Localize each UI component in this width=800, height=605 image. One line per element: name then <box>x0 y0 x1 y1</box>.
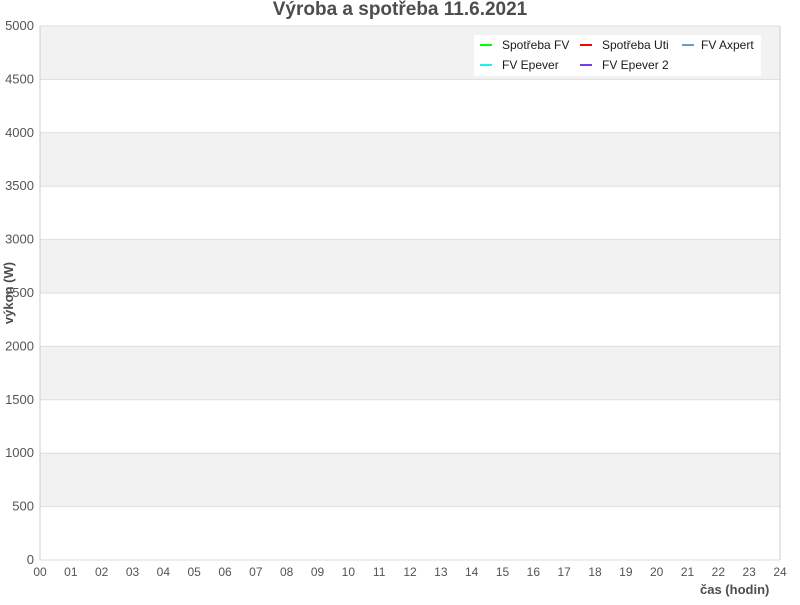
svg-text:01: 01 <box>64 565 78 579</box>
svg-text:20: 20 <box>650 565 664 579</box>
svg-text:12: 12 <box>403 565 417 579</box>
svg-text:3500: 3500 <box>5 178 34 193</box>
svg-text:15: 15 <box>496 565 510 579</box>
svg-text:1500: 1500 <box>5 392 34 407</box>
svg-text:05: 05 <box>187 565 201 579</box>
svg-text:výkon (W): výkon (W) <box>1 262 16 324</box>
svg-text:4000: 4000 <box>5 125 34 140</box>
svg-text:3000: 3000 <box>5 232 34 247</box>
svg-text:5000: 5000 <box>5 18 34 33</box>
svg-text:2000: 2000 <box>5 338 34 353</box>
svg-text:02: 02 <box>95 565 109 579</box>
svg-text:11: 11 <box>373 565 386 579</box>
svg-text:500: 500 <box>12 499 34 514</box>
svg-text:10: 10 <box>342 565 356 579</box>
svg-text:23: 23 <box>742 565 756 579</box>
svg-text:18: 18 <box>588 565 602 579</box>
svg-text:21: 21 <box>681 565 695 579</box>
svg-text:07: 07 <box>249 565 263 579</box>
svg-text:08: 08 <box>280 565 294 579</box>
svg-text:24: 24 <box>773 565 787 579</box>
svg-text:22: 22 <box>712 565 726 579</box>
svg-text:19: 19 <box>619 565 633 579</box>
svg-text:1000: 1000 <box>5 445 34 460</box>
svg-text:17: 17 <box>557 565 571 579</box>
svg-text:09: 09 <box>311 565 325 579</box>
svg-text:06: 06 <box>218 565 232 579</box>
svg-text:14: 14 <box>465 565 479 579</box>
svg-text:00: 00 <box>33 565 47 579</box>
svg-text:04: 04 <box>157 565 171 579</box>
svg-text:03: 03 <box>126 565 140 579</box>
svg-text:13: 13 <box>434 565 448 579</box>
svg-text:4500: 4500 <box>5 71 34 86</box>
svg-text:16: 16 <box>527 565 541 579</box>
